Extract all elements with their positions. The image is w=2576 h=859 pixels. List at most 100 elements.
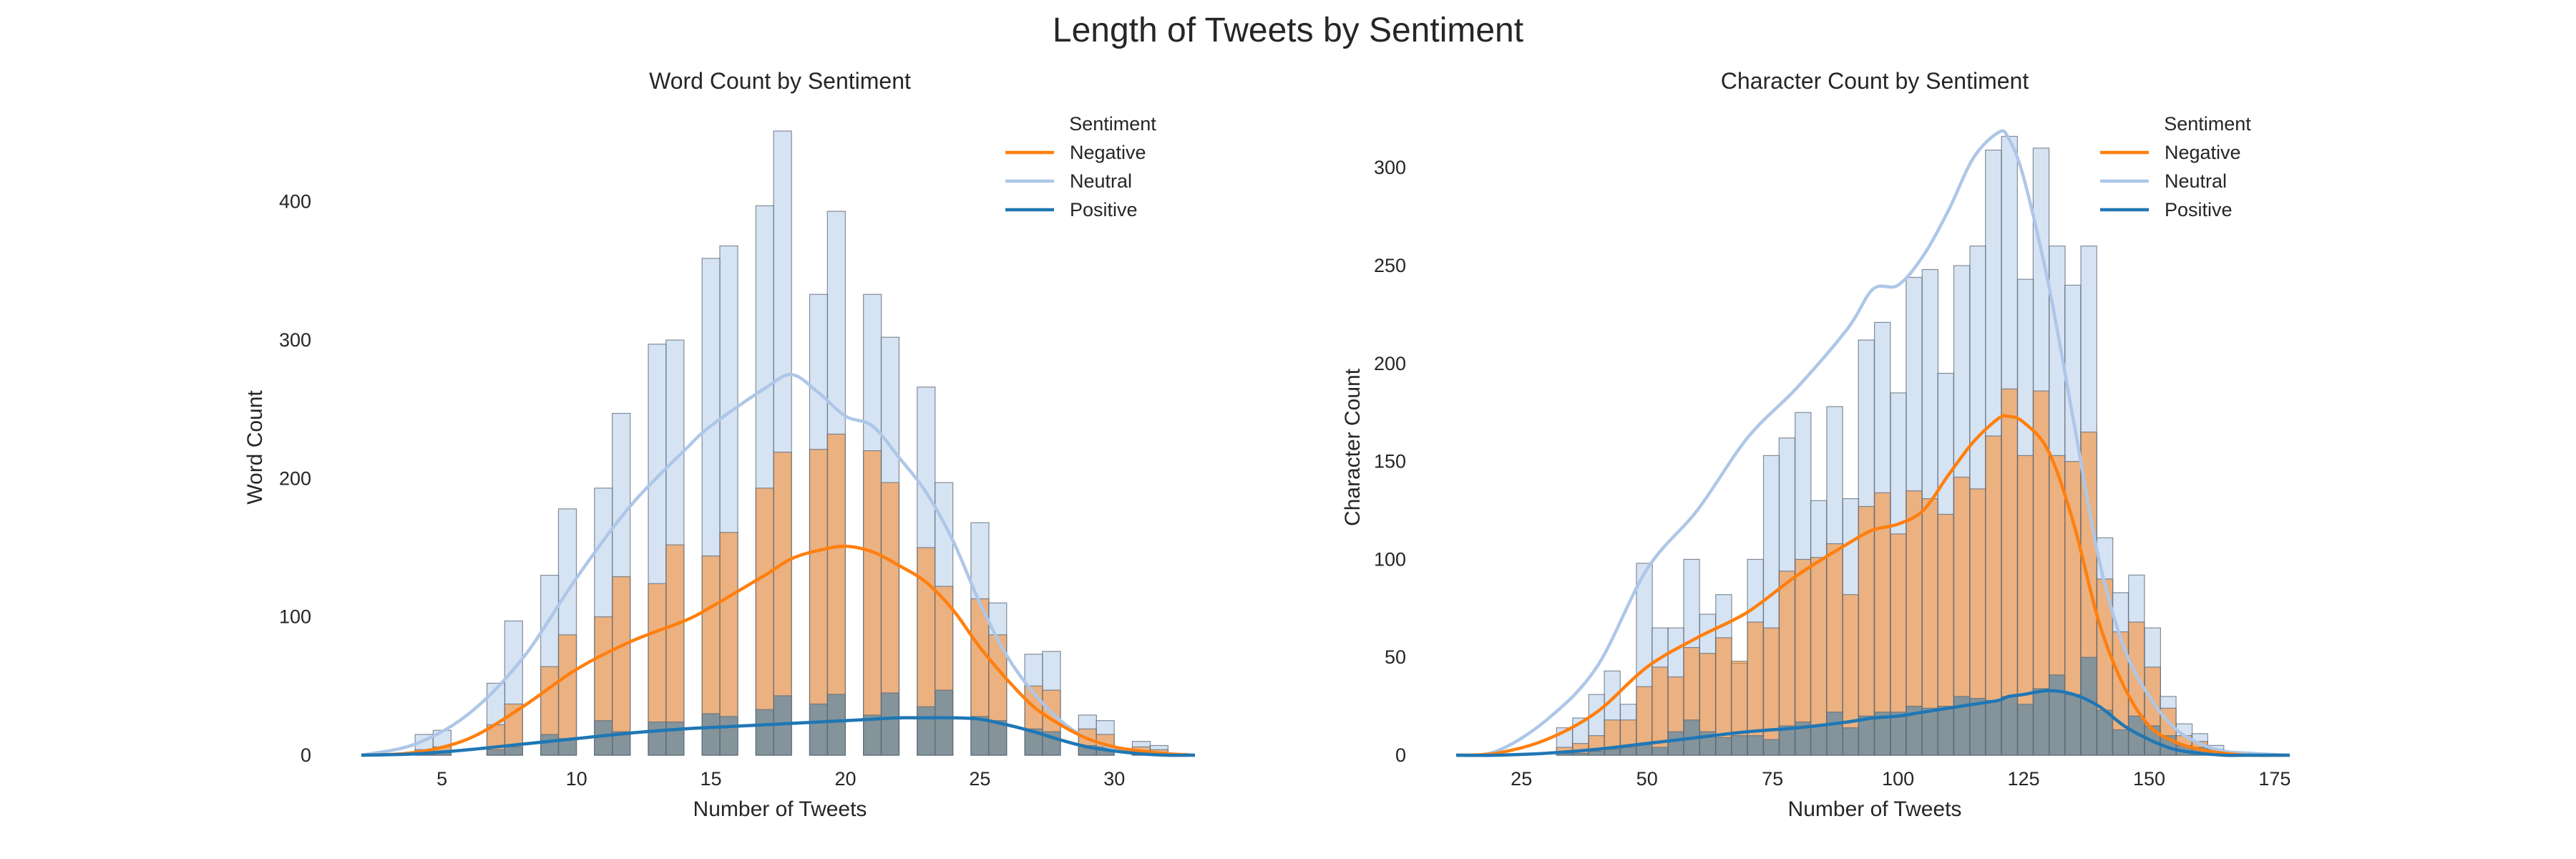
character-count-ytick-label: 0 xyxy=(1395,744,1406,766)
word-count-bar-positive xyxy=(988,720,1008,756)
word-count-title: Word Count by Sentiment xyxy=(649,68,911,94)
character-count-bar-positive xyxy=(1826,712,1843,756)
character-count-bar-positive xyxy=(1667,731,1684,756)
word-count-xticks: 5 10 15 20 25 30 xyxy=(436,768,1125,790)
character-count-ytick-label: 100 xyxy=(1374,548,1406,570)
character-count-ytick-label: 200 xyxy=(1374,353,1406,374)
character-count-kde-positive xyxy=(1455,689,2290,757)
word-count-bar-negative xyxy=(863,450,882,756)
word-count-xtick-label: 15 xyxy=(700,768,721,790)
word-count-bar-positive xyxy=(755,709,774,756)
character-count-bar-positive xyxy=(2112,729,2129,756)
character-count-bar-positive xyxy=(1985,699,2002,756)
character-count-ytick-label: 300 xyxy=(1374,157,1406,178)
word-count-bar-positive xyxy=(701,713,721,756)
character-count-bar-positive xyxy=(1588,750,1606,756)
character-count-xtick-label: 125 xyxy=(2007,768,2039,790)
character-count-kde-negative xyxy=(1455,414,2290,757)
character-count-bar-positive xyxy=(2032,688,2050,756)
character-count-bar-positive xyxy=(2064,694,2082,756)
word-count-bar-positive xyxy=(880,692,900,756)
character-count-xticks: 25 50 75 100 125 150 175 xyxy=(1511,768,2290,790)
character-count-bar-positive xyxy=(1730,735,1748,756)
character-count-bar-positive xyxy=(1969,698,1986,756)
character-count-legend-label-negative: Negative xyxy=(2165,142,2241,163)
character-count-bar-positive xyxy=(1715,737,1732,756)
word-count-kde-lines xyxy=(361,373,1196,757)
character-count-panel: Character Count by Sentiment Number of T… xyxy=(1341,68,2290,821)
character-count-bar-positive xyxy=(1604,749,1621,756)
character-count-yticks: 0 50 100 150 200 250 300 xyxy=(1374,157,1406,766)
character-count-bar-negative xyxy=(1762,627,1780,756)
character-count-bar-positive xyxy=(2017,704,2034,756)
character-count-legend: Sentiment Negative Neutral Positive xyxy=(2100,113,2251,220)
character-count-xtick-label: 50 xyxy=(1636,768,1658,790)
word-count-ylabel: Word Count xyxy=(243,390,267,505)
word-count-ytick-label: 200 xyxy=(279,467,311,489)
word-count-bars xyxy=(414,130,1169,756)
word-count-xlabel: Number of Tweets xyxy=(693,797,867,821)
word-count-bar-positive xyxy=(665,721,685,756)
character-count-xtick-label: 150 xyxy=(2133,768,2165,790)
character-count-bar-positive xyxy=(1619,747,1637,756)
word-count-bar-positive xyxy=(486,749,506,756)
word-count-ytick-label: 0 xyxy=(301,744,311,766)
word-count-bar-negative xyxy=(612,576,631,756)
word-count-bar-positive xyxy=(970,716,990,756)
character-count-bar-positive xyxy=(1762,739,1780,756)
character-count-xtick-label: 175 xyxy=(2258,768,2290,790)
word-count-yticks: 0 100 200 300 400 xyxy=(279,191,311,766)
word-count-kde-negative xyxy=(361,544,1196,757)
word-count-ytick-label: 400 xyxy=(279,191,311,213)
character-count-bar-positive xyxy=(2049,674,2066,756)
word-count-xtick-label: 5 xyxy=(436,768,447,790)
word-count-ytick-label: 300 xyxy=(279,329,311,351)
character-count-bar-positive xyxy=(2080,656,2097,756)
character-count-bar-positive xyxy=(1652,747,1669,756)
word-count-bar-positive xyxy=(719,716,738,756)
word-count-panel: Word Count by Sentiment Number of Tweets… xyxy=(243,68,1196,821)
word-count-bar-positive xyxy=(826,694,846,756)
word-count-legend-label-positive: Positive xyxy=(1070,199,1138,220)
character-count-legend-label-neutral: Neutral xyxy=(2165,170,2227,192)
word-count-legend-label-neutral: Neutral xyxy=(1070,170,1132,192)
word-count-xtick-label: 20 xyxy=(834,768,856,790)
character-count-xtick-label: 75 xyxy=(1762,768,1783,790)
character-count-kde-neutral xyxy=(1455,129,2290,757)
word-count-bar-positive xyxy=(594,720,613,756)
character-count-legend-label-positive: Positive xyxy=(2165,199,2233,220)
character-count-ytick-label: 250 xyxy=(1374,255,1406,276)
character-count-title: Character Count by Sentiment xyxy=(1721,68,2029,94)
word-count-ytick-label: 100 xyxy=(279,606,311,628)
character-count-ytick-label: 150 xyxy=(1374,451,1406,472)
word-count-bar-negative xyxy=(557,634,577,756)
character-count-bar-positive xyxy=(2001,696,2018,756)
word-count-xtick-label: 10 xyxy=(566,768,587,790)
character-count-bar-positive xyxy=(1842,727,1860,756)
figure-title: Length of Tweets by Sentiment xyxy=(1053,11,1523,49)
character-count-bar-positive xyxy=(1572,752,1589,756)
character-count-ylabel: Character Count xyxy=(1341,368,1365,526)
word-count-bar-positive xyxy=(809,703,829,756)
character-count-bar-positive xyxy=(1747,735,1764,756)
word-count-kde-positive xyxy=(361,716,1196,757)
word-count-bar-positive xyxy=(504,746,523,756)
word-count-bar-positive xyxy=(540,734,560,756)
word-count-bar-positive xyxy=(863,714,882,756)
word-count-xtick-label: 30 xyxy=(1103,768,1125,790)
character-count-bar-positive xyxy=(1858,715,1875,756)
character-count-bar-positive xyxy=(1937,705,1954,756)
word-count-bar-positive xyxy=(648,721,667,756)
word-count-legend-title: Sentiment xyxy=(1069,113,1156,135)
word-count-legend: Sentiment Negative Neutral Positive xyxy=(1005,113,1156,220)
character-count-ytick-label: 50 xyxy=(1385,646,1406,668)
character-count-legend-title: Sentiment xyxy=(2164,113,2251,135)
word-count-bar-positive xyxy=(917,706,936,756)
character-count-xtick-label: 25 xyxy=(1511,768,1532,790)
character-count-bars xyxy=(1556,135,2225,756)
character-count-bar-positive xyxy=(1921,707,1939,756)
character-count-bar-positive xyxy=(1810,725,1828,756)
character-count-xtick-label: 100 xyxy=(1882,768,1914,790)
character-count-bar-positive xyxy=(1890,712,1907,756)
